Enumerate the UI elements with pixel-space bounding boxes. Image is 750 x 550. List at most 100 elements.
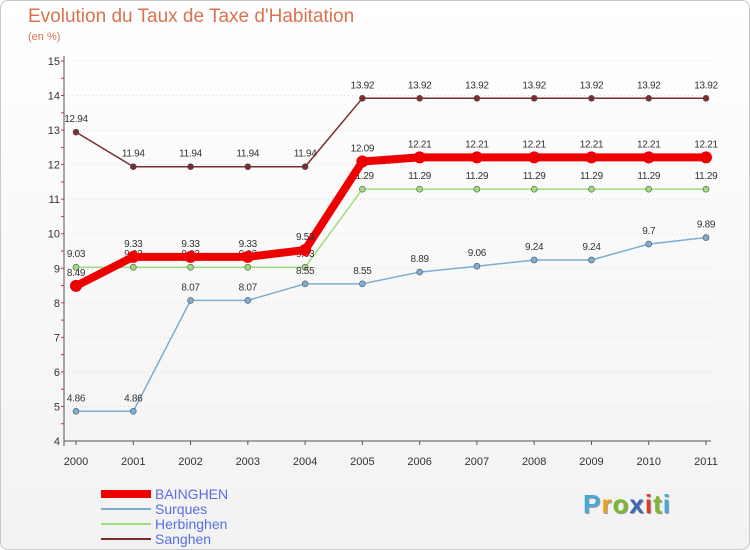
data-point bbox=[416, 268, 423, 276]
logo-letter: r bbox=[601, 489, 613, 519]
chart-title: Evolution du Taux de Taxe d'Habitation bbox=[28, 6, 355, 27]
data-point bbox=[187, 263, 194, 271]
legend-item-herbinghen: Herbinghen bbox=[101, 516, 301, 532]
x-tick-label: 2008 bbox=[522, 456, 546, 468]
x-tick-label: 2004 bbox=[293, 456, 317, 468]
y-tick-label: 14 bbox=[48, 91, 60, 103]
data-label: 13.92 bbox=[637, 80, 661, 91]
y-tick-label: 9 bbox=[54, 263, 60, 275]
y-tick-label: 8 bbox=[54, 298, 60, 310]
y-tick-label: 4 bbox=[54, 436, 60, 448]
data-point bbox=[72, 263, 80, 271]
data-label: 13.92 bbox=[580, 80, 604, 91]
data-label: 13.92 bbox=[694, 80, 718, 91]
data-label: 8.89 bbox=[411, 254, 430, 265]
data-point bbox=[72, 407, 80, 415]
data-label: 9.33 bbox=[181, 239, 200, 250]
series-line-herbinghen bbox=[75, 188, 707, 268]
data-point bbox=[588, 185, 595, 193]
data-point bbox=[416, 185, 423, 193]
data-point bbox=[585, 151, 598, 164]
data-label: 9.89 bbox=[697, 220, 716, 231]
data-point bbox=[241, 250, 254, 263]
data-point bbox=[129, 407, 137, 415]
data-label: 11.29 bbox=[695, 171, 719, 182]
chart-subtitle: (en %) bbox=[28, 31, 61, 43]
data-label: 13.92 bbox=[408, 80, 432, 91]
y-tick-label: 13 bbox=[48, 125, 60, 137]
x-tick-label: 2001 bbox=[121, 456, 145, 468]
data-point bbox=[645, 185, 653, 193]
data-point bbox=[530, 185, 538, 193]
data-label: 11.94 bbox=[236, 149, 260, 160]
data-label: 11.29 bbox=[580, 171, 604, 182]
x-tick-label: 2006 bbox=[407, 456, 431, 468]
data-point bbox=[70, 279, 82, 292]
data-point bbox=[702, 185, 710, 193]
logo-letter: t bbox=[653, 489, 663, 519]
legend: BAINGHEN Surques Herbinghen Sanghen bbox=[101, 486, 301, 547]
data-label: 13.92 bbox=[522, 80, 546, 91]
data-label: 8.07 bbox=[239, 282, 258, 293]
data-label: 12.94 bbox=[64, 114, 88, 125]
data-label: 9.06 bbox=[468, 248, 487, 259]
data-label: 11.29 bbox=[523, 171, 547, 182]
legend-label: Sanghen bbox=[155, 531, 212, 547]
data-label: 8.55 bbox=[353, 266, 372, 277]
data-point bbox=[301, 163, 309, 171]
legend-swatch bbox=[101, 538, 151, 540]
data-label: 8.55 bbox=[296, 266, 315, 277]
data-label: 9.53 bbox=[296, 232, 315, 243]
series-line-bainghen bbox=[72, 153, 710, 290]
data-point bbox=[588, 95, 595, 102]
data-label: 11.29 bbox=[351, 171, 375, 182]
logo-letter: i bbox=[644, 489, 654, 519]
legend-swatch bbox=[101, 508, 151, 510]
data-label: 11.29 bbox=[408, 171, 432, 182]
data-label: 12.21 bbox=[694, 139, 718, 150]
data-point bbox=[702, 234, 710, 241]
y-tick-label: 7 bbox=[54, 332, 60, 344]
data-point bbox=[645, 240, 653, 248]
data-label: 11.94 bbox=[122, 149, 146, 160]
x-tick-label: 2003 bbox=[236, 456, 260, 468]
data-point bbox=[356, 155, 369, 168]
data-point bbox=[359, 185, 366, 193]
data-label: 12.21 bbox=[637, 139, 661, 150]
data-label: 13.92 bbox=[465, 80, 489, 91]
series-line-sanghen bbox=[75, 97, 707, 168]
data-point bbox=[416, 95, 423, 102]
x-tick-label: 2011 bbox=[694, 456, 718, 468]
data-point bbox=[473, 95, 481, 102]
data-point bbox=[184, 250, 197, 263]
y-tick-label: 12 bbox=[48, 160, 60, 172]
data-point bbox=[244, 163, 252, 171]
data-label: 13.92 bbox=[351, 80, 375, 91]
data-label: 12.21 bbox=[522, 139, 546, 150]
data-label: 11.94 bbox=[294, 149, 318, 160]
data-point bbox=[473, 185, 481, 193]
data-label: 4.86 bbox=[124, 393, 143, 404]
data-point bbox=[359, 95, 366, 102]
x-tick-label: 2005 bbox=[350, 456, 374, 468]
data-label: 12.21 bbox=[580, 139, 604, 150]
data-point bbox=[588, 256, 595, 264]
legend-swatch bbox=[101, 490, 151, 498]
legend-label: BAINGHEN bbox=[155, 486, 229, 502]
data-point bbox=[72, 128, 80, 136]
legend-item-sanghen: Sanghen bbox=[101, 531, 301, 547]
data-label: 11.29 bbox=[637, 171, 661, 182]
data-label: 12.21 bbox=[465, 139, 489, 150]
data-label: 9.24 bbox=[525, 242, 544, 253]
data-point bbox=[244, 263, 252, 271]
data-point bbox=[187, 297, 194, 304]
legend-label: Herbinghen bbox=[155, 516, 228, 532]
data-point bbox=[299, 243, 312, 256]
data-label: 8.49 bbox=[67, 268, 86, 279]
data-point bbox=[127, 250, 140, 263]
y-tick-label: 11 bbox=[49, 194, 60, 206]
data-label: 9.03 bbox=[67, 249, 86, 260]
data-point bbox=[244, 297, 252, 304]
data-point bbox=[530, 256, 538, 264]
